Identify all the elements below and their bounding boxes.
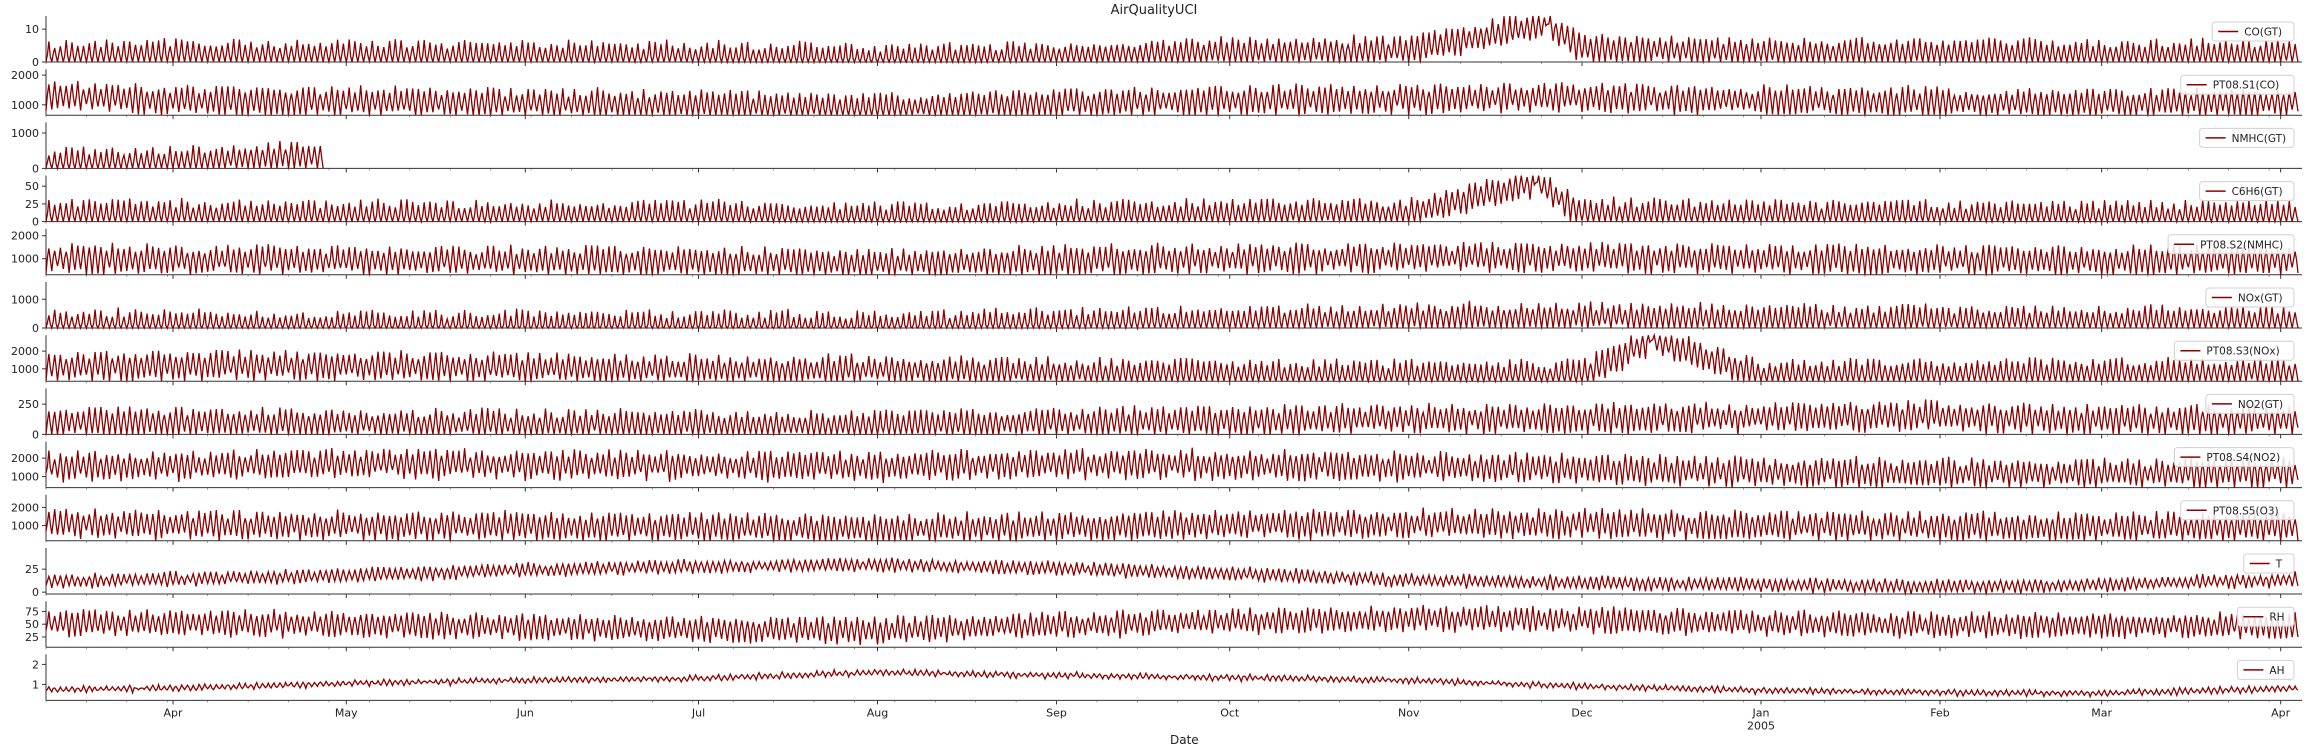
series-line xyxy=(45,447,2299,488)
legend-label: NOx(GT) xyxy=(2238,293,2283,305)
legend-label: C6H6(GT) xyxy=(2232,186,2283,198)
x-tick-label: Sep xyxy=(1046,706,1067,719)
chart-title: AirQualityUCI xyxy=(1110,3,1198,18)
series-line xyxy=(45,332,2299,384)
series-line xyxy=(45,667,2299,699)
panel: 0 10 CO(GT) xyxy=(25,15,2302,69)
y-tick-label: 1000 xyxy=(11,471,39,484)
legend-box xyxy=(2211,21,2295,42)
series-line xyxy=(45,300,2299,331)
legend-label: PT08.S2(NMHC) xyxy=(2200,239,2283,251)
panel: 0 25 T xyxy=(25,548,2302,599)
series-line xyxy=(45,175,2299,225)
legend-label: AH xyxy=(2269,665,2284,677)
x-tick-label: Apr xyxy=(2271,706,2291,719)
y-tick-label: 50 xyxy=(25,180,39,193)
y-tick-label: 0 xyxy=(32,428,39,441)
y-tick-label: 75 xyxy=(25,605,39,618)
x-tick-label: Feb xyxy=(1930,706,1949,719)
series-line xyxy=(45,604,2299,645)
series-line xyxy=(45,80,2299,116)
y-tick-label: 1000 xyxy=(11,519,39,532)
y-tick-label: 25 xyxy=(25,631,39,644)
y-tick-label: 2000 xyxy=(11,501,39,514)
x-tick-label: Dec xyxy=(1571,706,1592,719)
panel: 0 1000 NMHC(GT) xyxy=(11,122,2302,175)
legend-label: PT08.S3(NOx) xyxy=(2206,346,2279,358)
x-tick-label: Oct xyxy=(1220,706,1240,719)
x-tick-label: May xyxy=(335,706,358,719)
y-tick-label: 2 xyxy=(32,658,39,671)
series-line xyxy=(45,241,2299,275)
series-line xyxy=(45,141,324,171)
x-tick-label: Jun xyxy=(516,706,534,719)
y-tick-label: 25 xyxy=(25,198,39,211)
x-tick-label: Jan xyxy=(1752,706,1770,719)
y-tick-label: 10 xyxy=(25,23,39,36)
series-line xyxy=(45,556,2299,595)
legend-box xyxy=(2205,393,2295,414)
x-tick-label: Jul xyxy=(691,706,705,719)
legend-label: PT08.S1(CO) xyxy=(2213,80,2280,92)
legend-box xyxy=(2205,287,2295,308)
legend-label: T xyxy=(2275,559,2283,571)
y-tick-label: 1000 xyxy=(11,99,39,112)
y-tick-label: 0 xyxy=(32,56,39,69)
y-tick-label: 250 xyxy=(18,398,39,411)
legend-label: CO(GT) xyxy=(2244,27,2282,39)
series-line xyxy=(45,399,2299,435)
series-line xyxy=(45,15,2299,65)
y-tick-label: 2000 xyxy=(11,69,39,82)
x-tick-label: Nov xyxy=(1398,706,1420,719)
y-tick-label: 25 xyxy=(25,563,39,576)
x-tick-label: Apr xyxy=(164,706,184,719)
x-tick-sublabel: 2005 xyxy=(1747,719,1775,732)
x-axis-label: Date xyxy=(1170,733,1199,747)
panel: 0 25 50 C6H6(GT) xyxy=(25,175,2302,229)
y-tick-label: 1000 xyxy=(11,127,39,140)
x-tick-label: Mar xyxy=(2091,706,2112,719)
legend-label: PT08.S4(NO2) xyxy=(2206,452,2280,464)
legend-label: PT08.S5(O3) xyxy=(2213,505,2279,517)
y-tick-label: 2000 xyxy=(11,452,39,465)
panel: 1000 2000 PT08.S4(NO2) xyxy=(11,441,2302,492)
y-tick-label: 0 xyxy=(32,216,39,229)
legend-box xyxy=(2180,74,2295,95)
y-tick-label: 0 xyxy=(32,586,39,599)
y-tick-label: 0 xyxy=(32,322,39,335)
legend-box xyxy=(2199,181,2295,202)
legend-box xyxy=(2180,500,2295,521)
legend-box xyxy=(2236,659,2295,680)
panel: 1000 2000 PT08.S2(NMHC) xyxy=(11,228,2302,279)
legend-label: NMHC(GT) xyxy=(2232,133,2287,145)
legend-box xyxy=(2173,340,2295,361)
y-tick-label: 1000 xyxy=(11,363,39,376)
panel: 1000 2000 PT08.S1(CO) xyxy=(11,69,2302,120)
y-tick-label: 2000 xyxy=(11,230,39,243)
y-tick-label: 1000 xyxy=(11,293,39,306)
legend-box xyxy=(2173,447,2295,468)
panel: 1000 2000 PT08.S3(NOx) xyxy=(11,332,2302,386)
x-tick-label: Aug xyxy=(867,706,888,719)
legend-label: RH xyxy=(2269,612,2284,624)
panel: 1000 2000 PT08.S5(O3) xyxy=(11,494,2302,545)
series-line xyxy=(45,507,2299,541)
y-tick-label: 50 xyxy=(25,618,39,631)
panel: 0 1000 NOx(GT) xyxy=(11,282,2302,335)
y-tick-label: 1000 xyxy=(11,253,39,266)
y-tick-label: 2000 xyxy=(11,345,39,358)
legend-box xyxy=(2199,127,2295,148)
panel: 0 250 NO2(GT) xyxy=(18,388,2302,441)
legend-box xyxy=(2236,606,2295,627)
legend-label: NO2(GT) xyxy=(2238,399,2283,411)
y-tick-label: 0 xyxy=(32,162,39,175)
y-tick-label: 1 xyxy=(32,678,39,691)
legend-box xyxy=(2167,234,2295,255)
